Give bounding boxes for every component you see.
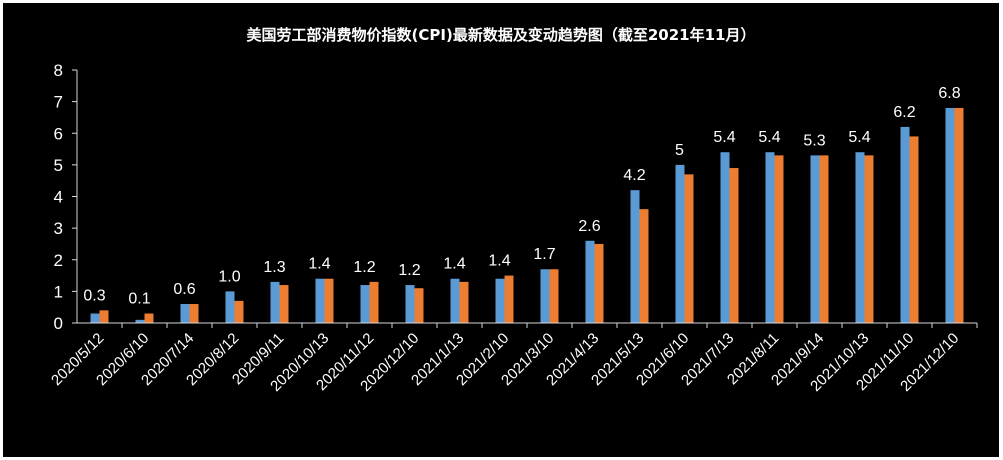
data-label: 5.4 [758,129,780,146]
y-tick-label: 3 [54,219,63,238]
bar-series-2 [594,243,604,323]
bar-series-2 [954,107,964,323]
y-tick-label: 7 [54,93,63,112]
bar-series-2 [774,155,784,323]
bar-series-2 [729,168,739,323]
bar-series-1 [945,107,955,323]
bar-series-1 [405,285,415,323]
data-labels: 0.3 0.1 0.6 1.0 1.3 1.4 1.2 1.2 1.4 1.4 1.7 2.6 4.2 5… [83,85,960,308]
bar-series-1 [135,319,145,323]
bar-series-2 [324,278,334,323]
bar-series-1 [225,291,235,323]
bar-series-1 [180,304,190,323]
bar-series-1 [315,278,325,323]
data-label: 6.8 [938,85,960,102]
bar-series-1 [675,164,685,323]
y-tick-label: 1 [54,282,63,301]
data-label: 5.4 [713,129,735,146]
data-label: 2.6 [578,218,600,235]
data-label: 1.0 [218,268,240,285]
y-tick-label: 2 [54,251,63,270]
bar-series-2 [414,288,424,323]
bar-series-2 [684,174,694,323]
chart-title: 美国劳工部消费物价指数(CPI)最新数据及变动趋势图（截至2021年11月） [247,26,756,44]
bar-series-1 [90,313,100,323]
x-axis: 2020/5/122020/6/102020/7/142020/8/122020… [48,322,978,395]
bar-series-1 [720,152,730,323]
data-label: 5.3 [803,132,825,149]
data-label: 1.7 [533,246,555,263]
bar-series-2 [864,155,874,323]
bar-series-2 [639,209,649,323]
data-label: 1.4 [308,256,330,273]
bar-series-1 [495,278,505,323]
bar-series-2 [459,281,469,323]
data-label: 1.4 [488,253,510,270]
bar-series-1 [585,240,595,323]
bar-series-2 [504,275,514,323]
bar-series-1 [360,285,370,323]
y-tick-label: 5 [54,156,63,175]
bar-series-1 [540,269,550,323]
y-tick-label: 8 [54,61,63,80]
bar-series-1 [855,152,865,323]
data-label: 0.6 [173,281,195,298]
bar-series-2 [234,300,244,323]
bar-series-1 [810,155,820,323]
data-label: 5 [675,142,684,159]
y-tick-label: 4 [54,188,63,207]
data-label: 0.3 [83,287,105,304]
data-label: 1.2 [398,262,420,279]
data-label: 5.4 [848,129,870,146]
bar-series-2 [909,136,919,323]
bar-series-1 [765,152,775,323]
y-axis: 0 1 2 3 4 5 6 7 8 [54,61,78,333]
data-label: 4.2 [623,167,645,184]
bar-series-2 [279,285,289,323]
bar-series-2 [369,281,379,323]
data-label: 6.2 [893,104,915,121]
bar-series-2 [144,313,154,323]
bar-series-1 [630,190,640,323]
data-label: 1.2 [353,259,375,276]
data-label: 1.4 [443,256,465,273]
bar-series-2 [99,310,109,323]
data-label: 1.3 [263,259,285,276]
bar-series-2 [189,304,199,323]
bars [90,107,964,323]
bar-series-1 [900,126,910,323]
bar-series-2 [819,155,829,323]
bar-series-1 [270,281,280,323]
y-tick-label: 0 [54,314,63,333]
cpi-bar-chart: 美国劳工部消费物价指数(CPI)最新数据及变动趋势图（截至2021年11月） 0… [48,26,978,395]
y-tick-label: 6 [54,124,63,143]
bar-series-2 [549,269,559,323]
chart-container: 美国劳工部消费物价指数(CPI)最新数据及变动趋势图（截至2021年11月） 0… [3,3,999,457]
data-label: 0.1 [128,291,150,308]
bar-series-1 [450,278,460,323]
